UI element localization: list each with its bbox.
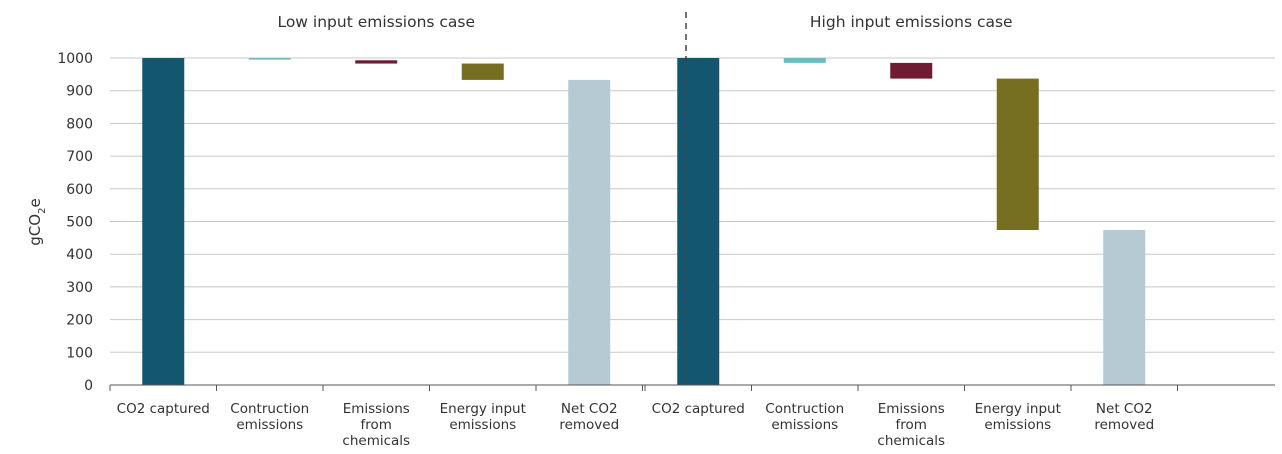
bar xyxy=(248,58,291,60)
y-tick-label: 800 xyxy=(66,116,93,132)
x-category-label: Emissions xyxy=(878,401,945,417)
labels: 0 100 200 300 400 500 600 700 800 900 1000 Low inpu… xyxy=(57,13,1154,449)
x-category-label: Energy input xyxy=(975,401,1061,417)
bar xyxy=(568,79,611,385)
x-category-label: CO2 captured xyxy=(117,401,210,417)
bar xyxy=(142,58,185,385)
bar xyxy=(783,58,826,63)
y-tick-label: 700 xyxy=(66,149,93,165)
y-axis-title-subscript: 2 xyxy=(37,208,48,214)
x-category-label: Contruction xyxy=(230,401,309,417)
x-category-label: removed xyxy=(559,417,619,433)
bar xyxy=(890,62,933,79)
bars xyxy=(142,58,1146,385)
y-tick-label: 300 xyxy=(66,280,93,296)
y-tick-label: 1000 xyxy=(57,51,93,67)
x-category-label: emissions xyxy=(449,417,516,433)
x-category-label: removed xyxy=(1094,417,1154,433)
y-tick-label: 400 xyxy=(66,247,93,263)
y-tick-label: 600 xyxy=(66,182,93,198)
bar xyxy=(996,78,1039,231)
bar xyxy=(1103,230,1146,385)
x-category-label: chemicals xyxy=(877,433,945,449)
x-category-label: emissions xyxy=(771,417,838,433)
bar xyxy=(461,63,504,80)
x-category-label: Emissions xyxy=(343,401,410,417)
y-axis-title-main: gCO xyxy=(26,214,44,246)
x-category-label: chemicals xyxy=(342,433,410,449)
x-category-label: emissions xyxy=(984,417,1051,433)
y-tick-label: 200 xyxy=(66,313,93,329)
panel-title: Low input emissions case xyxy=(277,13,475,31)
bar xyxy=(355,60,398,64)
x-category-label: Net CO2 xyxy=(1096,401,1153,417)
x-category-label: Contruction xyxy=(765,401,844,417)
y-tick-label: 0 xyxy=(84,378,93,394)
y-axis-title-suffix: e xyxy=(26,198,44,207)
y-axis-title: gCO2e xyxy=(26,198,48,245)
y-tick-label: 900 xyxy=(66,84,93,100)
x-category-label: Net CO2 xyxy=(561,401,618,417)
y-tick-label: 500 xyxy=(66,215,93,231)
y-tick-label: 100 xyxy=(66,345,93,361)
axes xyxy=(109,12,1275,391)
x-category-label: from xyxy=(896,417,927,433)
x-category-label: CO2 captured xyxy=(652,401,745,417)
bar xyxy=(677,58,720,385)
x-category-label: emissions xyxy=(236,417,303,433)
panel-title: High input emissions case xyxy=(810,13,1013,31)
x-category-label: Energy input xyxy=(440,401,526,417)
x-category-label: from xyxy=(361,417,392,433)
